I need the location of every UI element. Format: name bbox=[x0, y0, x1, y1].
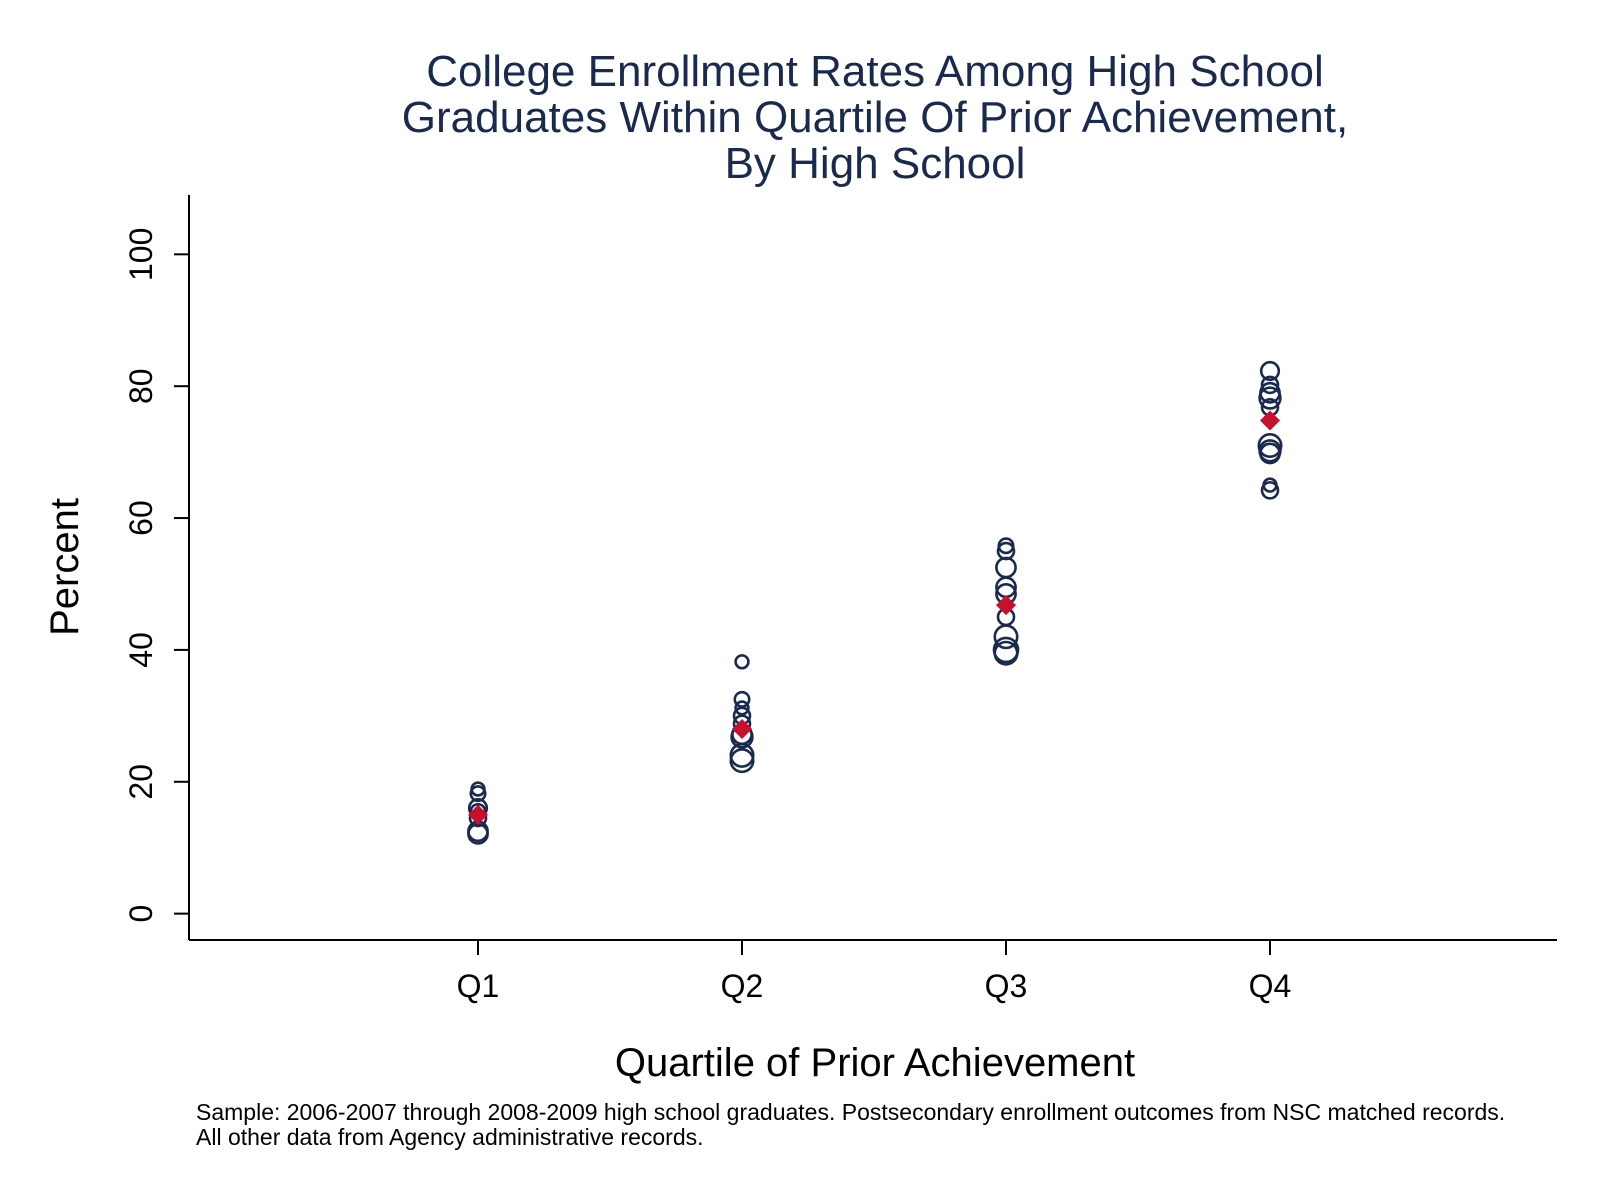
x-tick-label-Q1: Q1 bbox=[457, 968, 500, 1004]
series-1 bbox=[467, 360, 1283, 845]
y-axis-ticks: 0 20 40 60 80 100 bbox=[123, 228, 189, 923]
y-tick-label-60: 60 bbox=[123, 500, 159, 536]
mean-point-Q2 bbox=[732, 719, 752, 740]
school-point-Q2-16 bbox=[729, 748, 755, 774]
y-tick-label-80: 80 bbox=[123, 368, 159, 404]
y-tick-label-40: 40 bbox=[123, 632, 159, 668]
mean-point-Q4 bbox=[1260, 410, 1280, 431]
school-point-Q4-29 bbox=[1258, 386, 1282, 410]
school-point-Q3-19 bbox=[995, 556, 1017, 579]
note-line-2: All other data from Agency administrativ… bbox=[196, 1124, 704, 1150]
chart-title-line-2: Graduates Within Quartile Of Prior Achie… bbox=[402, 93, 1348, 142]
school-point-Q3-23 bbox=[993, 624, 1019, 650]
chart-title-line-1: College Enrollment Rates Among High Scho… bbox=[426, 47, 1324, 96]
school-point-Q4-33 bbox=[1259, 442, 1281, 465]
x-axis-title: Quartile of Prior Achievement bbox=[615, 1041, 1135, 1085]
y-tick-label-20: 20 bbox=[123, 764, 159, 800]
x-tick-label-Q4: Q4 bbox=[1249, 968, 1292, 1004]
school-point-Q2-10 bbox=[734, 700, 750, 716]
chart-title: College Enrollment Rates Among High Scho… bbox=[402, 47, 1348, 188]
x-tick-label-Q3: Q3 bbox=[985, 968, 1028, 1004]
school-point-Q4-35 bbox=[1260, 481, 1280, 500]
school-point-Q4-31 bbox=[1257, 433, 1283, 459]
plot-marks bbox=[467, 360, 1283, 845]
school-point-Q4-26 bbox=[1259, 360, 1281, 382]
school-point-Q2-8 bbox=[734, 654, 750, 670]
chart-note: Sample: 2006-2007 through 2008-2009 high… bbox=[196, 1099, 1505, 1150]
school-point-Q4-27 bbox=[1260, 375, 1280, 395]
school-point-Q1-2 bbox=[469, 785, 487, 803]
note-line-1: Sample: 2006-2007 through 2008-2009 high… bbox=[196, 1099, 1505, 1125]
mean-point-Q3 bbox=[996, 595, 1016, 616]
school-point-Q3-25 bbox=[993, 640, 1019, 666]
y-axis-title: Percent bbox=[43, 498, 87, 636]
x-axis-ticks: Q1 Q2 Q3 Q4 bbox=[457, 940, 1292, 1004]
y-tick-label-0: 0 bbox=[123, 905, 159, 923]
x-tick-label-Q2: Q2 bbox=[721, 968, 764, 1004]
y-tick-label-100: 100 bbox=[123, 228, 159, 281]
chart-title-line-3: By High School bbox=[725, 139, 1026, 188]
series-2 bbox=[468, 410, 1280, 825]
mean-point-Q1 bbox=[468, 804, 488, 825]
